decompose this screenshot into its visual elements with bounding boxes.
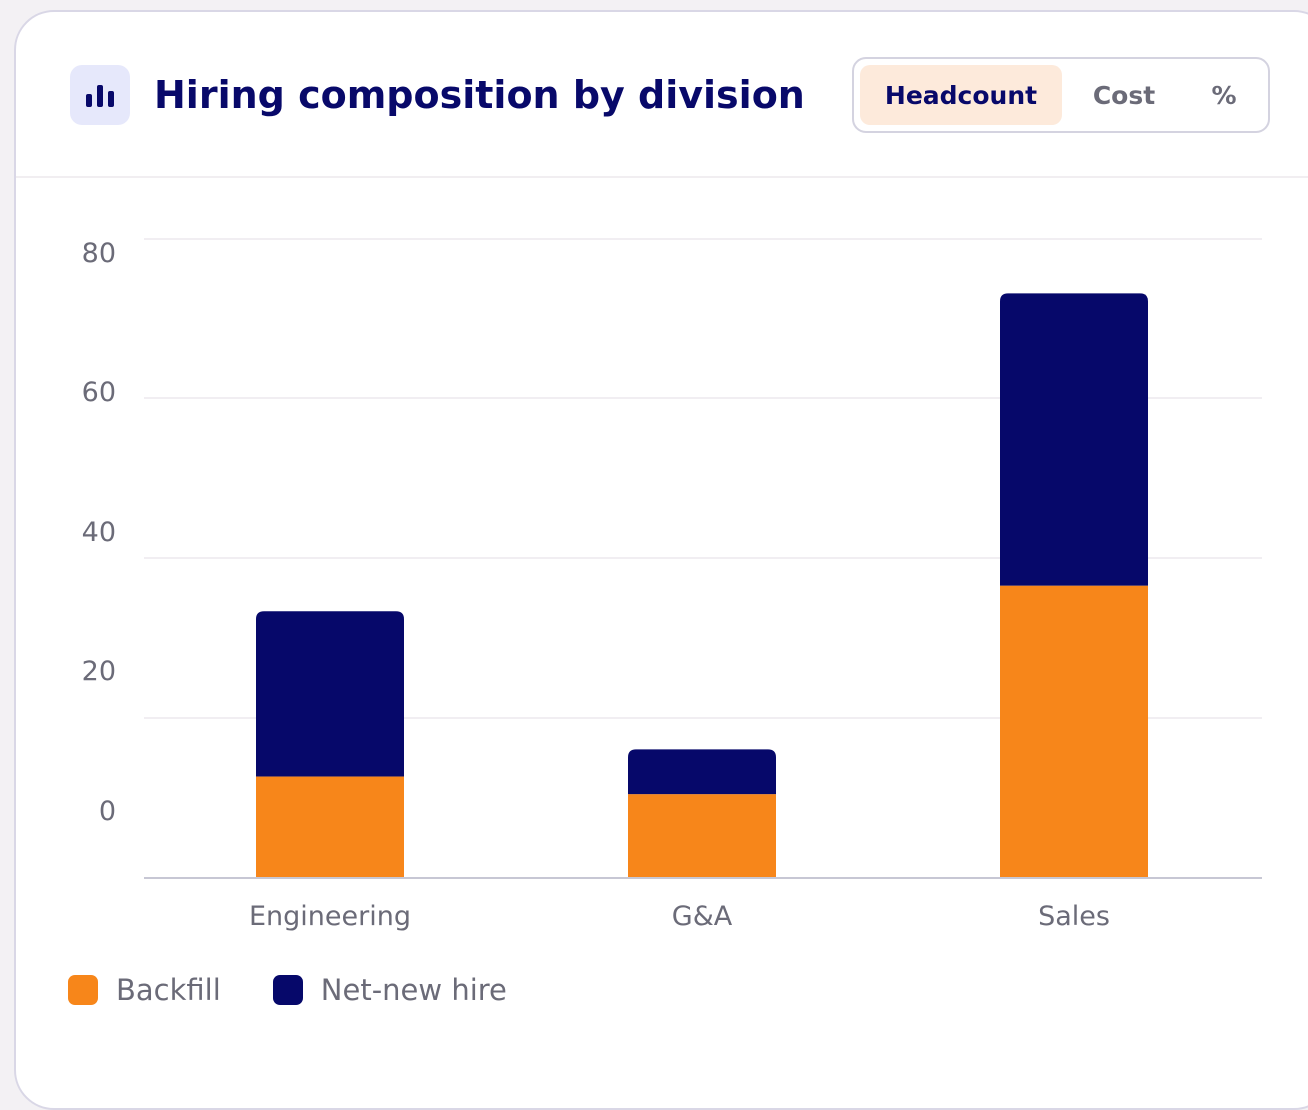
bar-segment-net-new-hire xyxy=(1000,293,1148,586)
metric-toggle-group: Headcount Cost % xyxy=(852,57,1270,133)
bar-segment-backfill xyxy=(628,794,776,878)
x-tick-label: Sales xyxy=(1038,901,1110,932)
y-tick-label: 80 xyxy=(82,238,116,269)
bar-segment-backfill xyxy=(1000,585,1148,878)
chart-title: Hiring composition by division xyxy=(154,73,805,117)
chart-legend: Backfill Net-new hire xyxy=(68,973,559,1007)
y-tick-label: 0 xyxy=(99,796,116,827)
legend-label-backfill: Backfill xyxy=(116,973,221,1007)
legend-swatch-net-new-hire xyxy=(272,975,303,1005)
legend-item-backfill: Backfill xyxy=(68,973,221,1007)
legend-swatch-backfill xyxy=(68,975,98,1005)
y-tick-label: 20 xyxy=(82,656,116,687)
bar-segment-net-new-hire xyxy=(256,611,404,777)
legend-item-net-new-hire: Net-new hire xyxy=(272,973,507,1007)
stacked-bar-chart: 80 60 40 20 0 Engineering G&A Sales xyxy=(82,238,1262,932)
bar-chart-icon xyxy=(70,65,130,125)
toggle-cost[interactable]: Cost xyxy=(1092,80,1156,110)
toggle-percent[interactable]: % xyxy=(1211,80,1237,110)
x-tick-label: Engineering xyxy=(249,901,411,932)
bar-segment-net-new-hire xyxy=(628,749,776,795)
bar-segment-backfill xyxy=(256,776,404,878)
legend-label-net-new-hire: Net-new hire xyxy=(320,973,507,1007)
toggle-headcount[interactable]: Headcount xyxy=(860,65,1062,125)
card-header: Hiring composition by division Headcount… xyxy=(16,12,1308,178)
x-tick-label: G&A xyxy=(672,901,733,932)
y-tick-label: 40 xyxy=(82,517,116,548)
y-tick-label: 60 xyxy=(82,377,116,408)
